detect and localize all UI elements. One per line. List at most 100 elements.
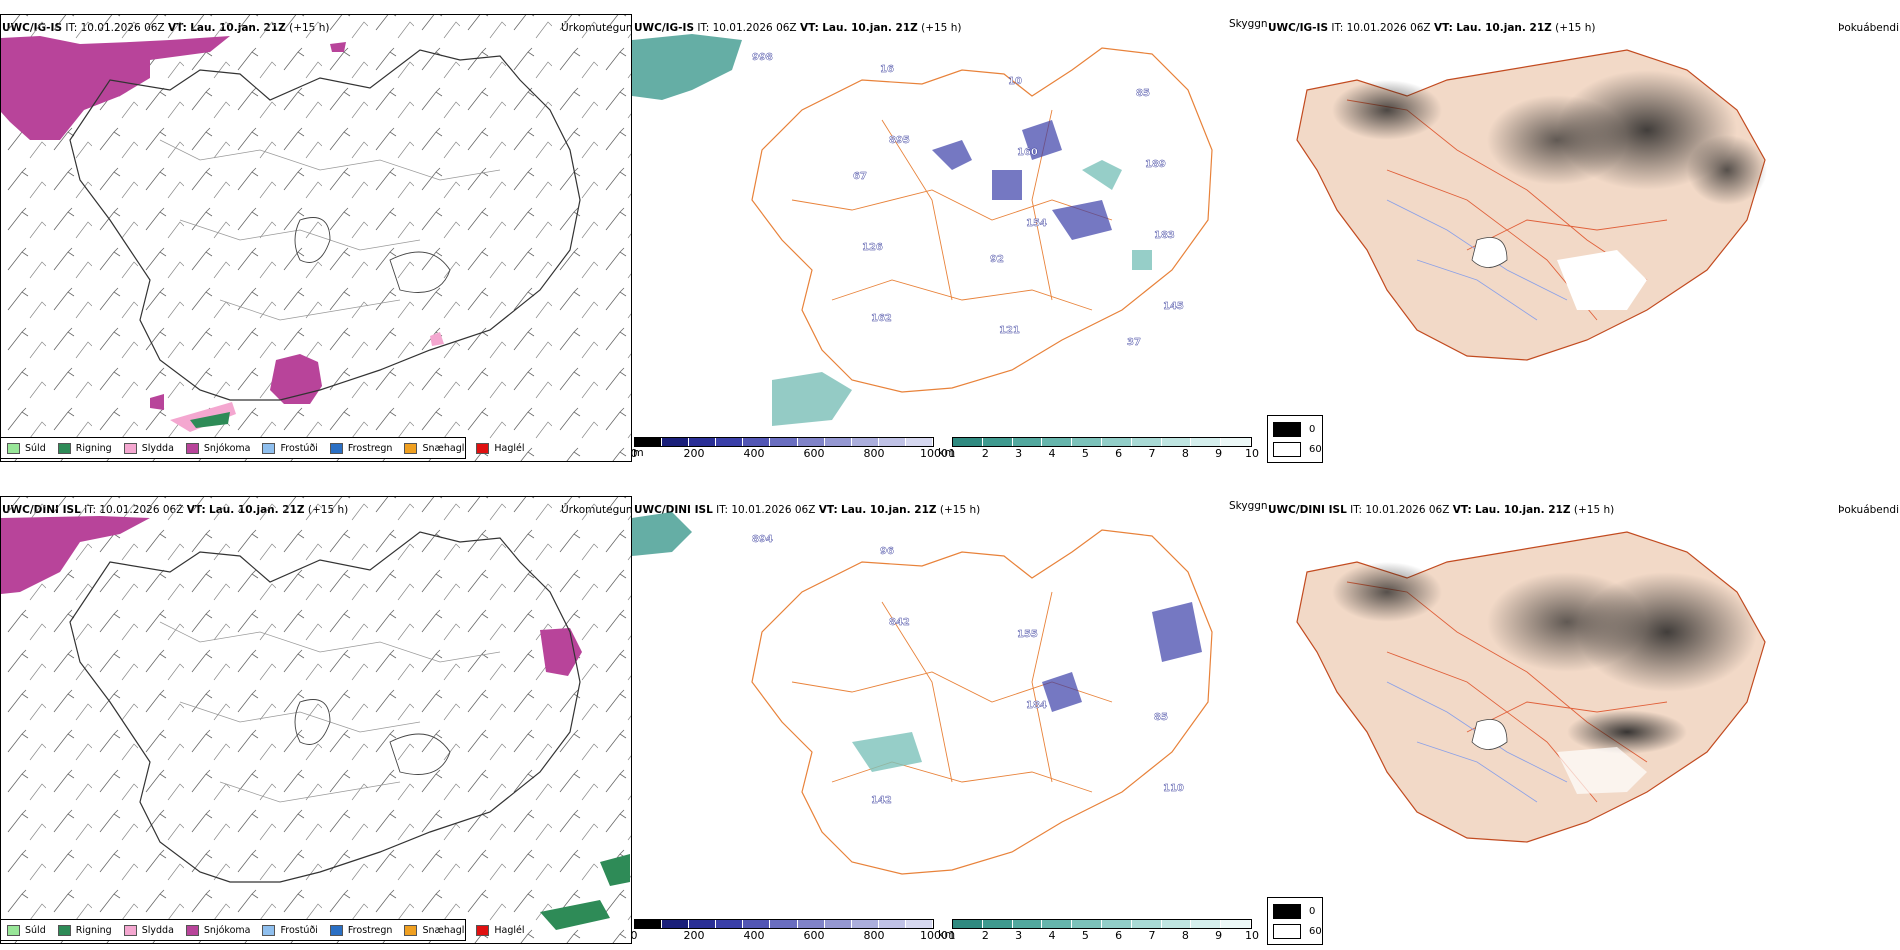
colorbar-tick-label: 0 (632, 447, 638, 460)
legend-swatch (404, 924, 418, 936)
precip-type-panel-bottom: UWC/DINI ISL IT: 10.01.2026 06Z VT: Lau.… (0, 482, 632, 950)
colorbar-cell (851, 920, 879, 928)
colorbar-tick-label: 7 (1148, 929, 1156, 942)
colorbar-cell (1221, 438, 1251, 446)
legend-item-snaehagl: Snæhagl (404, 442, 465, 454)
legend-item-frostudi: Frostúði (262, 924, 318, 936)
colorbar-tick-label: 5 (1081, 447, 1089, 460)
colorbar-cell (1191, 438, 1222, 446)
legend-label: Súld (25, 924, 46, 936)
colorbar-tick-label: 7 (1148, 447, 1156, 460)
legend-item-frostregn: Frostregn (329, 442, 393, 454)
legend-item-slydda: Slydda (123, 924, 174, 936)
legend-item-snjokoma: Snjókoma (185, 442, 251, 454)
legend-label: Snjókoma (203, 442, 251, 454)
legend-label: Snjókoma (203, 924, 251, 936)
legend-label: Haglél (494, 924, 525, 936)
colorbar-tick-label: 8 (1181, 447, 1189, 460)
legend-item-sud: Súld (7, 442, 46, 454)
legend-item-frostregn: Frostregn (329, 924, 392, 936)
colorbar-tick-label: 4 (1048, 929, 1056, 942)
colorbar-tick-label: 400 (743, 929, 765, 942)
legend-label: Frostregn (347, 442, 393, 454)
cloud-base-value-label: 162 (871, 313, 892, 324)
colorbar-cell (743, 920, 771, 928)
colorbar-cell (905, 438, 934, 446)
legend-swatch (329, 924, 343, 936)
cloud-vis-panel-bottom: UWC/DINI ISL IT: 10.01.2026 06Z VT: Lau.… (632, 482, 1267, 950)
visibility-colorbar: km 1 2 3 4 5 6 7 8 9 10 (938, 437, 1259, 460)
legend-swatch (185, 924, 199, 936)
colorbar-tick-label: 1 (948, 929, 956, 942)
colorbar-cell (953, 920, 983, 928)
cloud-base-value-label: 160 (1017, 147, 1038, 158)
colorbar-tick-label: 600 (803, 447, 825, 460)
colorbar-cell (1042, 438, 1073, 446)
colorbar-cell (1072, 438, 1102, 446)
legend-swatch (123, 924, 137, 936)
fog-index-key: 0 60 (1267, 897, 1323, 945)
legend-swatch (404, 442, 418, 454)
legend-item-frostudi: Frostúði (262, 442, 318, 454)
legend-swatch (476, 924, 490, 936)
colorbar-tick-label: 0 (632, 929, 638, 942)
colorbar-cell (797, 920, 825, 928)
colorbar-cell (1101, 920, 1132, 928)
legend-label: Slydda (141, 924, 174, 936)
cloud-base-value-label: 121 (999, 325, 1020, 336)
colorbar-cell (770, 920, 798, 928)
colorbar-cell (1101, 438, 1132, 446)
map-frame (0, 14, 632, 462)
fog-map (1296, 531, 1766, 843)
legend-swatch (185, 442, 199, 454)
cloud-base-value-label: 842 (889, 617, 910, 628)
cloud-base-value-label: 96 (880, 546, 894, 557)
colorbar-tick-label: 3 (1015, 447, 1023, 460)
legend-swatch (476, 442, 490, 454)
colorbar-cell (770, 438, 798, 446)
model-header: UWC/IG-IS IT: 10.01.2026 06Z VT: Lau. 10… (1268, 22, 1596, 34)
precip-legend: Súld Rigning Slydda Snjókoma Frostúði Frostre… (0, 437, 525, 459)
legend-swatch (262, 924, 276, 936)
cloud-base-value-label: 37 (1127, 337, 1141, 348)
colorbar-cell (1161, 438, 1192, 446)
colorbar-tick-label: 6 (1115, 929, 1123, 942)
colorbar-cell (953, 438, 983, 446)
cloud-base-value-label: 155 (1017, 629, 1038, 640)
colorbar-tick-label: 9 (1215, 929, 1223, 942)
colorbar-cell (1131, 920, 1162, 928)
panel-title: Skyggni (1229, 18, 1267, 30)
colorbar-tick-label: 10 (1245, 447, 1259, 460)
legend-label: Súld (25, 442, 46, 454)
cloud-base-value-label: 85 (1154, 712, 1168, 723)
precip-map (1, 497, 631, 943)
colorbar-tick-label: 1000 (920, 447, 948, 460)
colorbar-cell (878, 438, 906, 446)
legend-swatch (329, 442, 343, 454)
colorbar-cell (905, 920, 934, 928)
legend-swatch (7, 442, 20, 454)
colorbar-cell (1012, 920, 1043, 928)
model-header: UWC/DINI ISL IT: 10.01.2026 06Z VT: Lau.… (634, 504, 981, 516)
visibility-colorbar: km 1 2 3 4 5 6 7 8 9 10 (938, 919, 1259, 942)
legend-label: Snæhagl (422, 442, 465, 454)
colorbar-cell (1042, 920, 1073, 928)
legend-item-rigning: Rigning (57, 442, 112, 454)
cloud-base-value-label: 154 (1026, 218, 1047, 229)
cloud-base-value-label: 145 (1163, 301, 1184, 312)
cloud-vis-panel-top: UWC/IG-IS IT: 10.01.2026 06Z VT: Lau. 10… (632, 0, 1267, 470)
colorbar-cell (982, 920, 1013, 928)
cloud-base-value-label: 189 (1145, 159, 1166, 170)
cloud-base-value-label: 85 (1136, 88, 1150, 99)
colorbar-tick-label: 800 (863, 929, 885, 942)
cloud-base-colorbar: m 0 200 400 600 800 1000 (632, 437, 948, 460)
cloud-base-value-label: 184 (1026, 700, 1047, 711)
colorbar-cell (878, 920, 906, 928)
colorbar-tick-label: 1000 (920, 929, 948, 942)
colorbar-cell (662, 920, 690, 928)
colorbar-cell (716, 438, 744, 446)
colorbar-tick-label: 1 (948, 447, 956, 460)
colorbar-cell (635, 920, 663, 928)
colorbar-tick-label: 10 (1245, 929, 1259, 942)
colorbar-cell (689, 438, 717, 446)
